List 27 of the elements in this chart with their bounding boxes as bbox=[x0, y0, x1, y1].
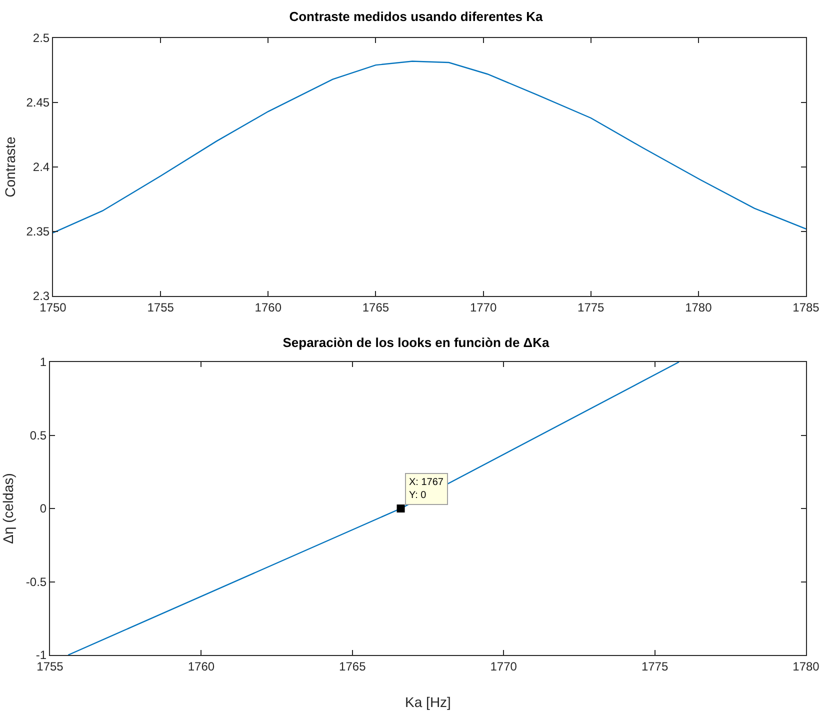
y-tick-label: 2.35 bbox=[26, 224, 50, 239]
y-axis-title: Contraste bbox=[2, 136, 18, 198]
y-axis-title: Δη (celdas) bbox=[0, 473, 16, 544]
x-axis-title: Ka [Hz] bbox=[405, 694, 451, 710]
y-tick-label: 0.5 bbox=[30, 428, 47, 442]
x-tick-label: 1785 bbox=[792, 300, 820, 314]
chart-title: Separaciòn de los looks en funciòn de ΔKa bbox=[282, 335, 550, 350]
x-tick-label: 1780 bbox=[685, 300, 712, 314]
y-tick-label: 2.5 bbox=[32, 31, 50, 46]
y-tick-label: -0.5 bbox=[26, 574, 47, 589]
annotation: X: 1767 Y: 0 bbox=[409, 477, 444, 501]
y-tick-label: 2.45 bbox=[26, 96, 50, 110]
x-tick-label: 1775 bbox=[641, 659, 668, 674]
line-series bbox=[53, 60, 806, 234]
x-tick-label: 1760 bbox=[254, 300, 282, 314]
x-tick-label: 1765 bbox=[362, 300, 390, 314]
x-tick-label: 1770 bbox=[470, 300, 497, 314]
x-tick-label: 1775 bbox=[578, 300, 605, 314]
x-tick-label: 1765 bbox=[339, 659, 366, 674]
x-tick-label: 1755 bbox=[147, 300, 174, 314]
y-tick-label: 1 bbox=[40, 355, 47, 370]
x-tick-label: 1780 bbox=[792, 659, 820, 674]
x-tick-label: 1770 bbox=[490, 659, 518, 674]
x-tick-label: 1760 bbox=[188, 659, 215, 674]
y-tick-label: 0 bbox=[40, 502, 47, 516]
chart-title: Contraste medidos usando diferentes Ka bbox=[289, 9, 544, 24]
y-tick-label: 2.4 bbox=[32, 160, 50, 174]
